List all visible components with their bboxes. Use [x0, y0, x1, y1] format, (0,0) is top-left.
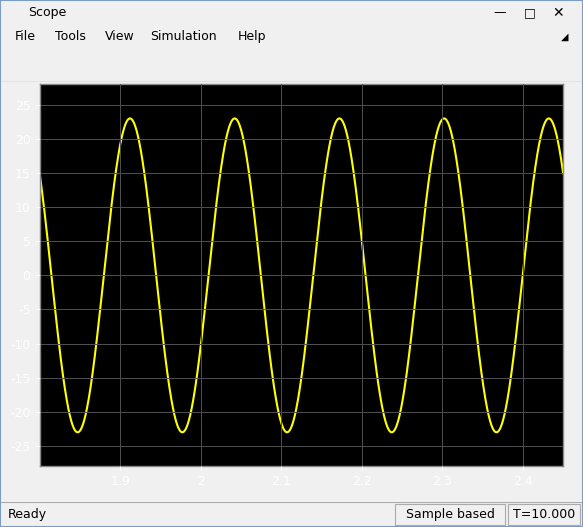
Text: View: View [105, 31, 135, 43]
Text: ◢: ◢ [561, 32, 569, 42]
Text: Help: Help [238, 31, 266, 43]
FancyBboxPatch shape [395, 504, 505, 525]
Text: —: — [494, 6, 506, 19]
Text: File: File [15, 31, 36, 43]
FancyBboxPatch shape [508, 504, 580, 525]
Text: T=10.000: T=10.000 [513, 508, 575, 521]
Text: Sample based: Sample based [406, 508, 494, 521]
Text: Scope: Scope [28, 6, 66, 19]
Text: Simulation: Simulation [150, 31, 217, 43]
Text: Tools: Tools [55, 31, 86, 43]
Text: □: □ [524, 6, 536, 19]
FancyBboxPatch shape [0, 0, 583, 25]
Text: Ready: Ready [8, 508, 47, 521]
Text: ✕: ✕ [552, 6, 564, 19]
